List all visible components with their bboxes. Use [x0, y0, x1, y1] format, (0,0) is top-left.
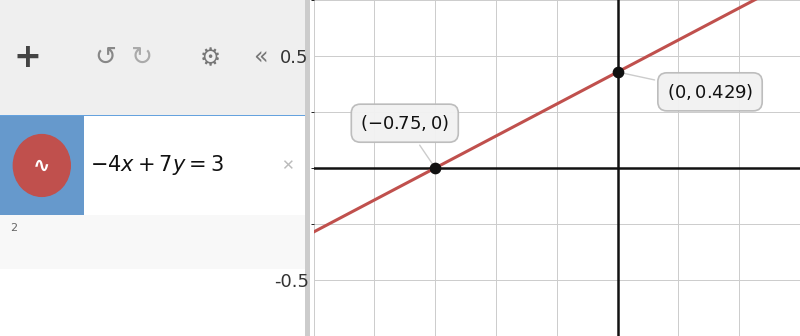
Point	[611, 69, 624, 75]
Text: ↺: ↺	[94, 45, 116, 71]
Text: $(0, 0.429)$: $(0, 0.429)$	[620, 73, 753, 102]
Bar	[0, 215, 310, 269]
Text: $(-0.75, 0)$: $(-0.75, 0)$	[360, 113, 450, 166]
Bar	[83, 116, 310, 215]
Text: ∿: ∿	[33, 156, 50, 175]
Text: 2: 2	[10, 223, 18, 234]
Text: ↻: ↻	[131, 45, 154, 71]
Text: $-4x + 7y = 3$: $-4x + 7y = 3$	[90, 154, 223, 177]
Text: 1: 1	[10, 124, 18, 134]
Circle shape	[14, 134, 70, 196]
Point	[429, 165, 442, 171]
Text: «: «	[253, 46, 267, 70]
FancyBboxPatch shape	[0, 116, 310, 215]
Bar	[0, 0, 310, 116]
Text: ⚙: ⚙	[200, 46, 221, 70]
Bar	[0, 116, 83, 215]
Bar	[305, 0, 310, 336]
Text: ✕: ✕	[282, 158, 294, 173]
Text: +: +	[14, 41, 42, 75]
